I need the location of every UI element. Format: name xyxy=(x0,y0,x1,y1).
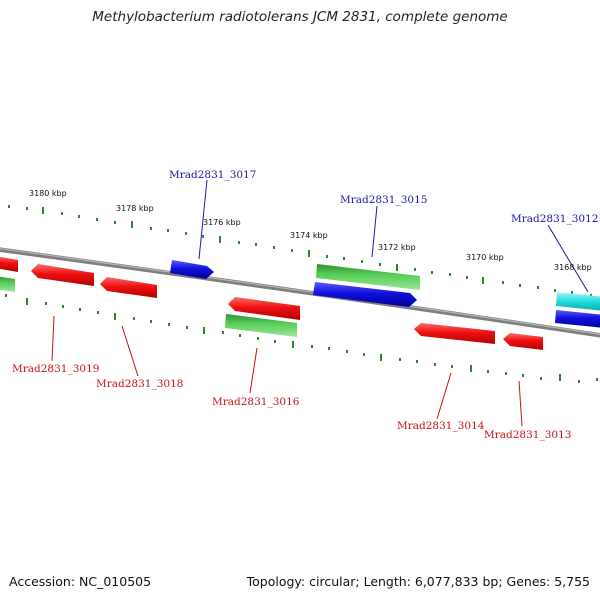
scale-label-3180: 3180 kbp xyxy=(29,189,67,198)
inner-scale-ticks xyxy=(5,294,598,383)
gene-partial-red-left[interactable] xyxy=(0,256,18,272)
gene-partial-blue-right[interactable] xyxy=(555,310,600,328)
scale-labels: 3180 kbp 3178 kbp 3176 kbp 3174 kbp 3172… xyxy=(29,189,592,272)
gene-mrad2831-3016[interactable] xyxy=(228,297,300,320)
scale-label-3176: 3176 kbp xyxy=(203,218,241,227)
accession-text: Accession: NC_010505 xyxy=(9,574,152,589)
gene-mrad2831-3019[interactable] xyxy=(31,264,94,286)
forward-gene-labels: Mrad2831_3017 Mrad2831_3015 Mrad2831_301… xyxy=(169,169,598,293)
genome-backbone xyxy=(0,247,600,338)
gene-mrad2831-3013[interactable] xyxy=(503,333,543,350)
gene-label-3013: Mrad2831_3013 xyxy=(484,429,571,441)
forward-genes xyxy=(170,260,600,328)
reverse-genes xyxy=(0,256,543,350)
genome-summary-text: Topology: circular; Length: 6,077,833 bp… xyxy=(246,574,590,589)
reverse-gene-labels: Mrad2831_3019 Mrad2831_3018 Mrad2831_301… xyxy=(12,315,571,441)
gene-label-3017: Mrad2831_3017 xyxy=(169,169,256,181)
scale-label-3178: 3178 kbp xyxy=(116,204,154,213)
gene-label-3014: Mrad2831_3014 xyxy=(397,420,485,432)
gene-label-3019: Mrad2831_3019 xyxy=(12,363,99,375)
gene-label-3015: Mrad2831_3015 xyxy=(340,194,427,206)
outer-scale-ticks xyxy=(8,205,592,298)
gene-mrad2831-3015-forward-band[interactable] xyxy=(316,264,420,290)
gene-mrad2831-3014[interactable] xyxy=(414,323,495,344)
gene-partial-green-left[interactable] xyxy=(0,276,15,292)
page-title: Methylobacterium radiotolerans JCM 2831,… xyxy=(92,9,508,25)
gene-mrad2831-3015[interactable] xyxy=(313,282,417,307)
scale-label-3172: 3172 kbp xyxy=(378,243,416,252)
gene-mrad2831-3016-reverse-band[interactable] xyxy=(225,314,297,337)
scale-label-3174: 3174 kbp xyxy=(290,231,328,240)
gene-label-3016: Mrad2831_3016 xyxy=(212,396,300,408)
gene-mrad2831-3018[interactable] xyxy=(100,277,157,298)
gene-mrad2831-3017[interactable] xyxy=(170,260,214,279)
scale-label-3170: 3170 kbp xyxy=(466,253,504,262)
gene-mrad2831-3012[interactable] xyxy=(556,292,600,311)
gene-label-3012: Mrad2831_3012 xyxy=(511,213,598,225)
gene-label-3018: Mrad2831_3018 xyxy=(96,378,183,390)
